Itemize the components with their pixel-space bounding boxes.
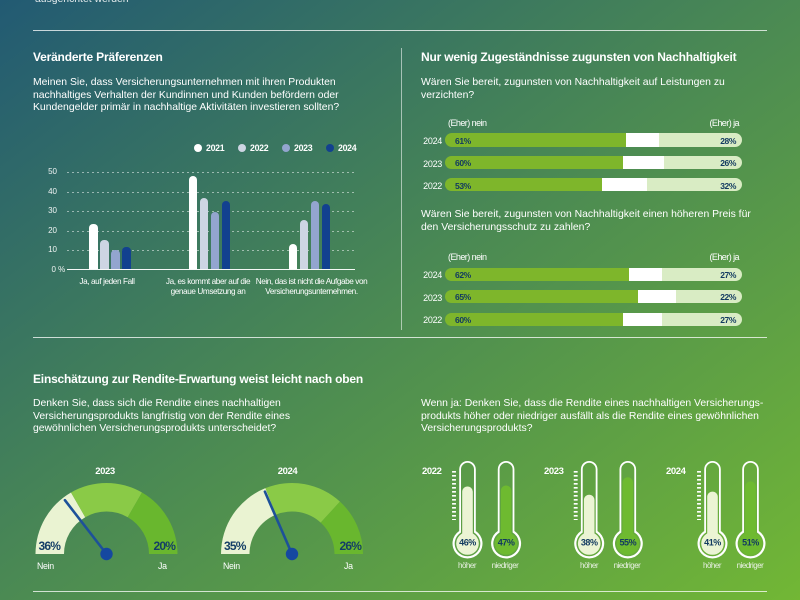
svg-text:46%: 46% (459, 537, 476, 547)
svg-text:41%: 41% (704, 537, 721, 547)
svg-text:55%: 55% (619, 537, 636, 547)
svg-text:47%: 47% (498, 537, 515, 547)
svg-text:38%: 38% (581, 537, 598, 547)
svg-text:51%: 51% (742, 537, 759, 547)
